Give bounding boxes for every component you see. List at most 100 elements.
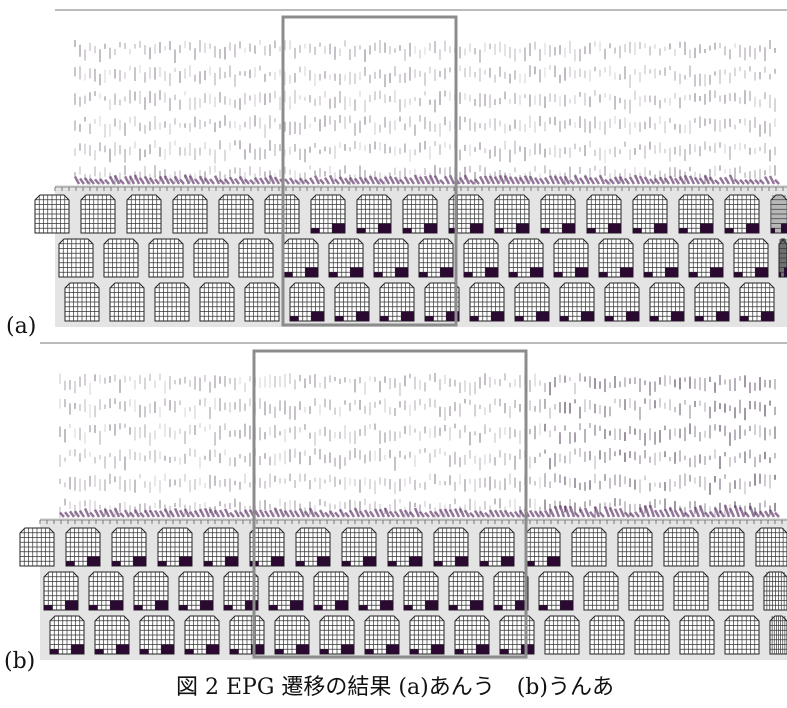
palate-contact bbox=[290, 316, 299, 321]
spectrogram-base bbox=[410, 178, 414, 184]
spectrogram-base bbox=[430, 511, 434, 517]
spectrogram-base bbox=[100, 510, 104, 517]
spectrogram-base bbox=[110, 176, 114, 184]
spectrogram-base bbox=[510, 177, 514, 184]
spectrogram-base bbox=[735, 180, 739, 184]
spectrogram-base bbox=[310, 178, 314, 184]
spectrogram-base bbox=[615, 177, 619, 184]
spectrogram-base bbox=[775, 513, 779, 517]
palate-contact bbox=[521, 645, 534, 655]
palate-contact bbox=[740, 316, 749, 321]
spectrogram-base bbox=[290, 178, 294, 184]
palate-contact bbox=[200, 601, 213, 611]
spectrogram-base bbox=[635, 175, 639, 184]
spectrogram-base bbox=[695, 178, 699, 184]
palate-contact bbox=[725, 228, 734, 233]
spectrogram-base bbox=[710, 177, 714, 184]
palate-contact bbox=[650, 316, 659, 321]
spectrogram-base bbox=[540, 178, 544, 184]
spectrogram-base bbox=[315, 175, 319, 184]
spectrogram-base bbox=[180, 179, 184, 184]
spectrogram-base bbox=[485, 176, 489, 184]
spectrogram-base bbox=[305, 180, 309, 184]
spectrogram-base bbox=[365, 178, 369, 184]
spectrogram-base bbox=[240, 512, 244, 517]
spectrogram-base bbox=[270, 510, 274, 517]
palate-contact bbox=[71, 645, 84, 655]
palate-contact bbox=[425, 316, 434, 321]
spectrogram-base bbox=[650, 505, 654, 517]
spectrogram-base bbox=[145, 510, 149, 517]
spectrogram-base bbox=[215, 176, 219, 184]
spectrogram-base bbox=[325, 178, 329, 184]
palate-contact bbox=[605, 316, 614, 321]
palate-contact bbox=[112, 561, 121, 566]
palate-contact bbox=[179, 605, 188, 610]
spectrogram-base bbox=[305, 511, 309, 517]
palate-contact bbox=[449, 605, 458, 610]
palate-contact bbox=[761, 312, 774, 322]
spectrogram-base bbox=[585, 508, 589, 517]
spectrogram-base bbox=[750, 506, 754, 517]
palate-contact bbox=[335, 601, 348, 611]
palate-contact bbox=[470, 224, 483, 234]
palate-contact bbox=[395, 268, 408, 278]
spectrogram-base bbox=[650, 179, 654, 184]
spectrogram-base bbox=[720, 177, 724, 184]
palate-contact bbox=[779, 272, 781, 277]
palate-contact bbox=[470, 316, 479, 321]
spectrogram-base bbox=[120, 513, 124, 517]
spectrogram-base bbox=[600, 175, 604, 184]
palate-contact bbox=[134, 605, 143, 610]
spectrogram-base bbox=[175, 508, 179, 517]
spectrogram-base bbox=[690, 510, 694, 517]
spectrogram-base bbox=[725, 177, 729, 184]
spectrogram-base bbox=[65, 512, 69, 517]
palate-contact bbox=[755, 268, 768, 278]
spectrogram-base bbox=[710, 512, 714, 517]
palate-contact bbox=[470, 601, 483, 611]
spectrogram-base bbox=[580, 509, 584, 517]
spectrogram-base bbox=[560, 177, 564, 184]
spectrogram-base bbox=[745, 180, 749, 184]
spectrogram-base bbox=[160, 511, 164, 517]
spectrogram-base bbox=[640, 176, 644, 184]
spectrogram-base bbox=[185, 175, 189, 184]
palate-contact bbox=[50, 649, 59, 654]
spectrogram-base bbox=[235, 179, 239, 184]
spectrogram-base bbox=[390, 511, 394, 517]
palate-contact bbox=[495, 228, 504, 233]
palate-contact bbox=[654, 224, 667, 234]
spectrogram-base bbox=[450, 510, 454, 517]
spectrogram-base bbox=[335, 179, 339, 184]
spectrogram-base bbox=[440, 180, 444, 184]
spectrogram-base bbox=[345, 513, 349, 517]
palate-contact bbox=[554, 272, 563, 277]
palate-contact bbox=[275, 649, 284, 654]
palate-contact bbox=[305, 268, 318, 278]
palate-contact bbox=[587, 228, 596, 233]
spectrogram-base bbox=[135, 510, 139, 517]
palate-contact bbox=[269, 605, 278, 610]
spectrogram-base bbox=[755, 512, 759, 517]
palate-contact bbox=[296, 561, 305, 566]
palate-contact bbox=[357, 228, 366, 233]
spectrogram-base bbox=[455, 509, 459, 517]
palate-contact bbox=[494, 605, 503, 610]
palate-contact bbox=[224, 605, 233, 610]
spectrogram-base bbox=[295, 180, 299, 184]
palate-contact bbox=[403, 228, 412, 233]
palate-contact bbox=[771, 228, 775, 233]
palate-contact bbox=[581, 312, 594, 322]
spectrogram-base bbox=[665, 509, 669, 517]
spectrogram-base bbox=[440, 509, 444, 517]
spectrogram-base bbox=[670, 508, 674, 517]
palate-contact bbox=[155, 601, 168, 611]
spectrogram-base bbox=[460, 508, 464, 517]
spectrogram-base bbox=[340, 177, 344, 184]
spectrogram-base bbox=[165, 176, 169, 184]
spectrogram-base bbox=[225, 509, 229, 517]
palate-contact bbox=[380, 601, 393, 611]
palate-contact bbox=[700, 224, 713, 234]
spectrogram-base bbox=[85, 508, 89, 517]
